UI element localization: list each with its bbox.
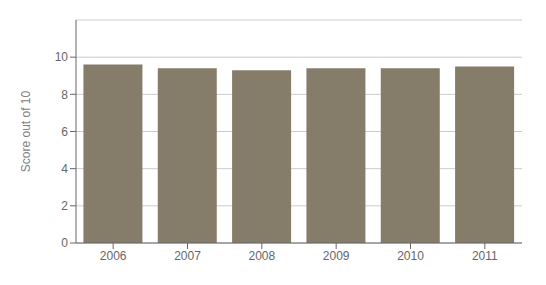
svg-text:10: 10: [55, 50, 69, 64]
svg-text:2011: 2011: [472, 249, 498, 263]
svg-text:4: 4: [61, 162, 68, 176]
svg-text:2006: 2006: [100, 249, 127, 263]
svg-text:Score out of 10: Score out of 10: [19, 90, 33, 172]
svg-text:2009: 2009: [323, 249, 350, 263]
svg-text:2: 2: [61, 199, 68, 213]
svg-text:2007: 2007: [174, 249, 201, 263]
svg-text:6: 6: [61, 125, 68, 139]
svg-text:2010: 2010: [397, 249, 424, 263]
svg-text:0: 0: [61, 236, 68, 250]
svg-text:2008: 2008: [248, 249, 275, 263]
svg-text:8: 8: [61, 88, 68, 102]
